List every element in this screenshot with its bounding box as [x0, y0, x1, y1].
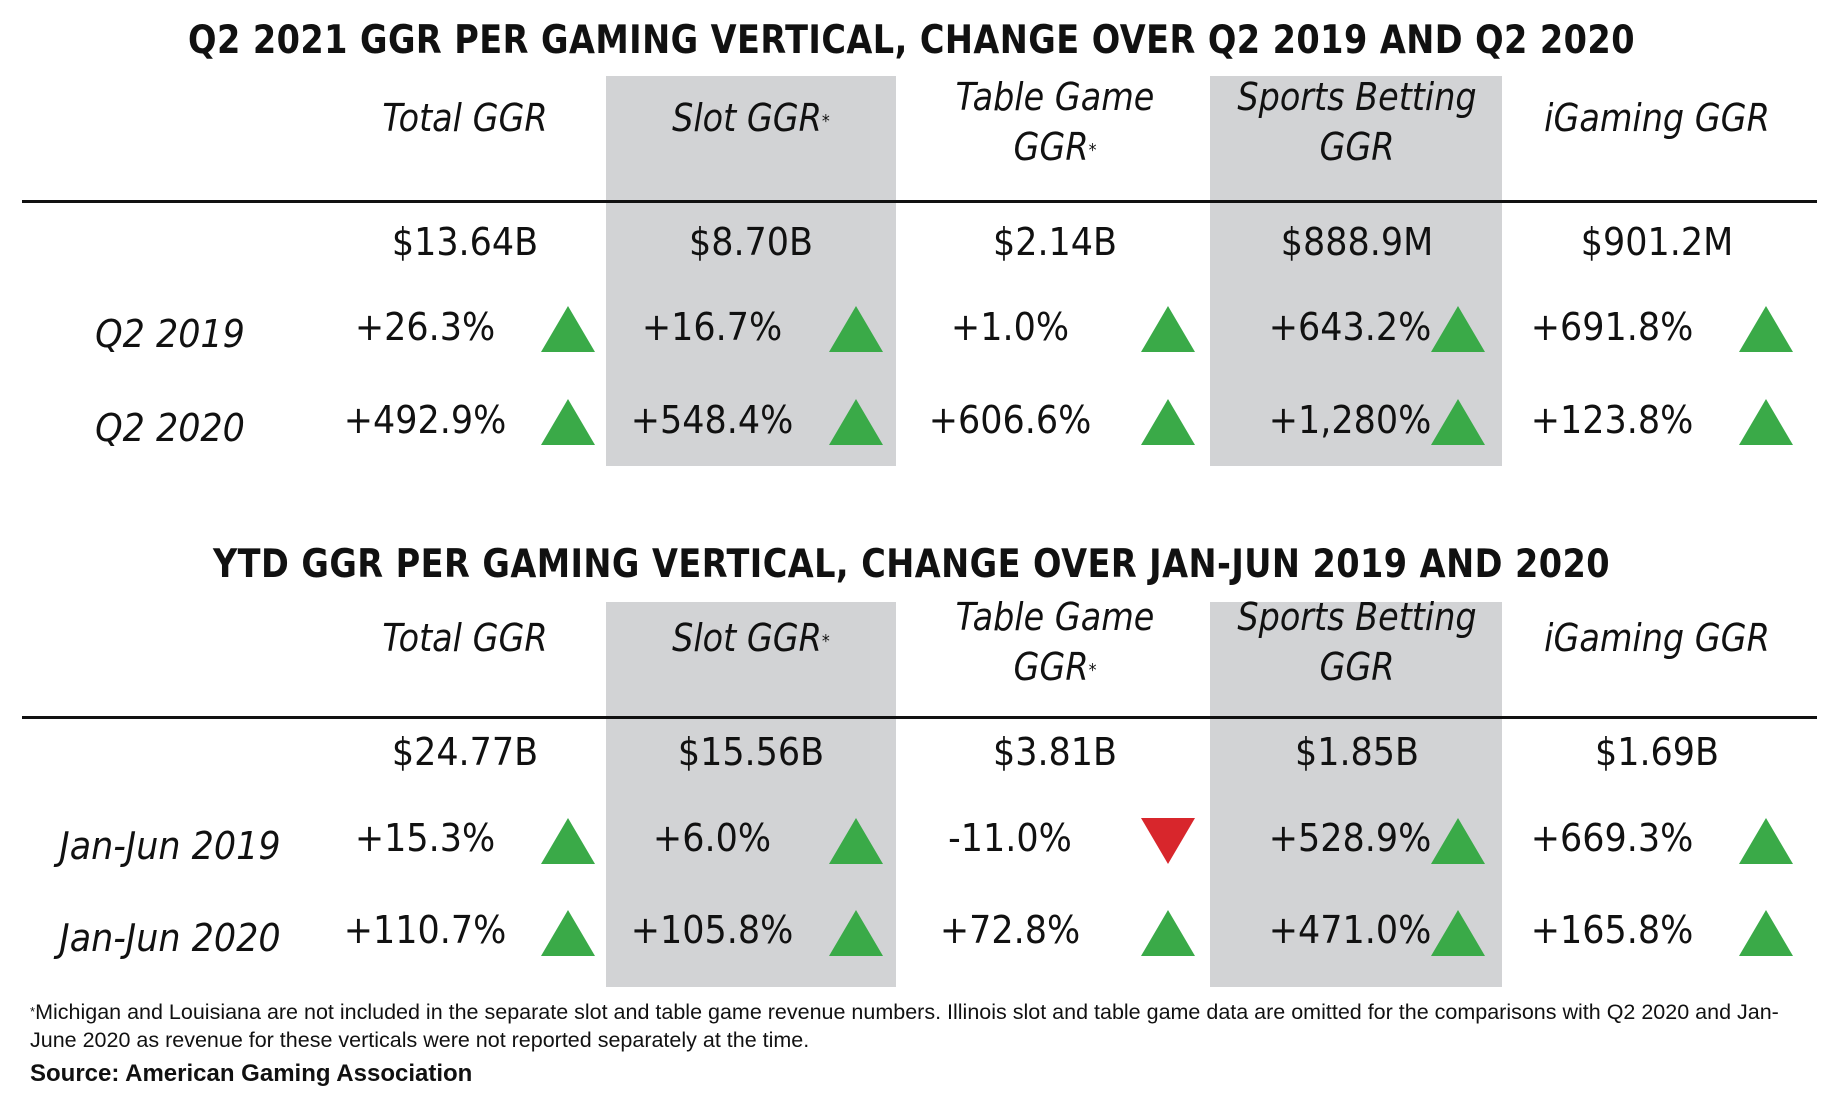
- total-value: $1.69B: [1594, 730, 1720, 774]
- change-value: +606.6%: [928, 398, 1092, 442]
- column-header-text: Total GGR: [382, 96, 548, 140]
- change-value: +15.3%: [354, 816, 496, 860]
- change-value: +492.9%: [343, 398, 507, 442]
- source-line: Source: American Gaming Association: [30, 1060, 473, 1087]
- column-header-5: iGaming GGR: [1481, 93, 1823, 143]
- footnote: *Michigan and Louisiana are not included…: [30, 998, 1800, 1054]
- change-value: +123.8%: [1530, 398, 1694, 442]
- change-value: +72.8%: [939, 908, 1081, 952]
- column-header-2: Slot GGR*: [575, 93, 927, 143]
- header-rule: [22, 716, 1817, 719]
- total-value: $1.85B: [1294, 730, 1420, 774]
- column-header-text: Sports Betting: [1237, 595, 1477, 639]
- change-value: +105.8%: [630, 908, 794, 952]
- up-arrow-icon: [1739, 399, 1793, 445]
- row-label: Jan-Jun 2019: [59, 824, 281, 868]
- up-arrow-icon: [1141, 306, 1195, 352]
- change-value: +691.8%: [1530, 305, 1694, 349]
- row-label: Jan-Jun 2020: [59, 916, 281, 960]
- up-arrow-icon: [541, 910, 595, 956]
- total-value: $8.70B: [688, 220, 814, 264]
- change-value: +165.8%: [1530, 908, 1694, 952]
- row-label: Q2 2020: [95, 406, 245, 450]
- column-header-text: GGR: [1013, 125, 1089, 169]
- total-value: $2.14B: [992, 220, 1118, 264]
- q2-table: Q2 2021 GGR PER GAMING VERTICAL, CHANGE …: [0, 0, 1823, 470]
- column-header-text: Sports Betting: [1237, 75, 1477, 119]
- up-arrow-icon: [1431, 306, 1485, 352]
- change-value: +26.3%: [354, 305, 496, 349]
- row-label: Q2 2019: [95, 312, 245, 356]
- change-value: +548.4%: [630, 398, 794, 442]
- change-value: +471.0%: [1268, 908, 1432, 952]
- change-value: +6.0%: [652, 816, 772, 860]
- footnote-marker: *: [821, 631, 830, 652]
- column-header-3-line-1: Table Game: [879, 72, 1231, 122]
- sports-betting-column-shade: [1210, 76, 1502, 466]
- up-arrow-icon: [829, 399, 883, 445]
- change-value: +1.0%: [950, 305, 1070, 349]
- column-header-text: Slot GGR: [672, 616, 822, 660]
- column-header-2: Slot GGR*: [575, 613, 927, 663]
- up-arrow-icon: [1141, 399, 1195, 445]
- column-header-3-line-2: GGR*: [879, 122, 1231, 172]
- up-arrow-icon: [829, 306, 883, 352]
- column-header-text: GGR: [1319, 645, 1395, 689]
- change-value: -11.0%: [948, 816, 1072, 860]
- column-header-text: GGR: [1013, 645, 1089, 689]
- change-value: +669.3%: [1530, 816, 1694, 860]
- up-arrow-icon: [829, 910, 883, 956]
- total-value: $24.77B: [391, 730, 539, 774]
- column-header-1: Total GGR: [289, 613, 641, 663]
- total-value: $901.2M: [1580, 220, 1734, 264]
- column-header-4-line-1: Sports Betting: [1181, 592, 1533, 642]
- change-value: +1,280%: [1268, 398, 1432, 442]
- ytd-table: YTD GGR PER GAMING VERTICAL, CHANGE OVER…: [0, 520, 1823, 990]
- header-rule: [22, 200, 1817, 203]
- column-header-4-line-2: GGR: [1181, 122, 1533, 172]
- column-header-3-line-1: Table Game: [879, 592, 1231, 642]
- footnote-marker: *: [1088, 140, 1097, 161]
- column-header-text: iGaming GGR: [1544, 616, 1770, 660]
- footnote-marker: *: [1088, 660, 1097, 681]
- change-value: +110.7%: [343, 908, 507, 952]
- up-arrow-icon: [1431, 818, 1485, 864]
- column-header-text: Table Game: [955, 595, 1155, 639]
- up-arrow-icon: [1739, 306, 1793, 352]
- table-title: YTD GGR PER GAMING VERTICAL, CHANGE OVER…: [212, 542, 1611, 587]
- footnote-marker: *: [821, 111, 830, 132]
- footnote-mark: *: [30, 1004, 36, 1019]
- column-header-4-line-2: GGR: [1181, 642, 1533, 692]
- column-header-text: Table Game: [955, 75, 1155, 119]
- up-arrow-icon: [541, 818, 595, 864]
- slot-column-shade: [606, 602, 896, 987]
- column-header-3-line-2: GGR*: [879, 642, 1231, 692]
- up-arrow-icon: [1739, 910, 1793, 956]
- table-title: Q2 2021 GGR PER GAMING VERTICAL, CHANGE …: [188, 18, 1635, 63]
- slot-column-shade: [606, 76, 896, 466]
- up-arrow-icon: [541, 399, 595, 445]
- up-arrow-icon: [1431, 910, 1485, 956]
- total-value: $888.9M: [1280, 220, 1434, 264]
- down-arrow-icon: [1141, 818, 1195, 864]
- total-value: $13.64B: [391, 220, 539, 264]
- footnote-text: Michigan and Louisiana are not included …: [30, 1000, 1779, 1052]
- total-value: $15.56B: [677, 730, 825, 774]
- column-header-1: Total GGR: [289, 93, 641, 143]
- column-header-text: iGaming GGR: [1544, 96, 1770, 140]
- column-header-4-line-1: Sports Betting: [1181, 72, 1533, 122]
- change-value: +16.7%: [641, 305, 783, 349]
- total-value: $3.81B: [992, 730, 1118, 774]
- column-header-text: Total GGR: [382, 616, 548, 660]
- up-arrow-icon: [829, 818, 883, 864]
- change-value: +528.9%: [1268, 816, 1432, 860]
- up-arrow-icon: [541, 306, 595, 352]
- up-arrow-icon: [1141, 910, 1195, 956]
- up-arrow-icon: [1739, 818, 1793, 864]
- column-header-text: GGR: [1319, 125, 1395, 169]
- up-arrow-icon: [1431, 399, 1485, 445]
- change-value: +643.2%: [1268, 305, 1432, 349]
- column-header-5: iGaming GGR: [1481, 613, 1823, 663]
- column-header-text: Slot GGR: [672, 96, 822, 140]
